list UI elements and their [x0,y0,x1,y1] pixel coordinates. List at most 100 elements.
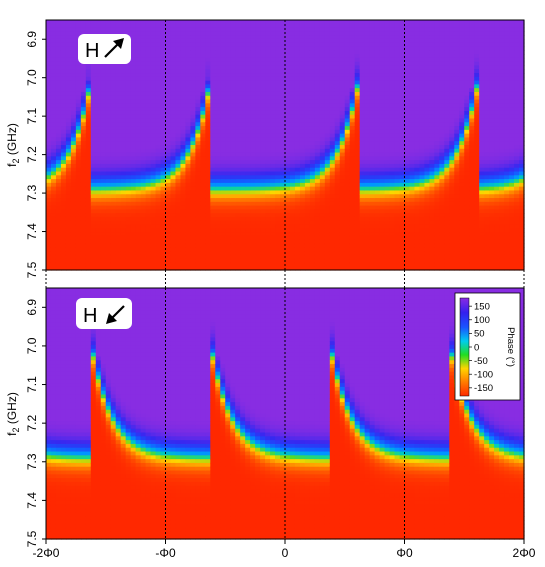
heatmap-cell [334,243,341,248]
heatmap-cell [369,91,376,97]
heatmap-cell [55,201,62,207]
heatmap-cell [150,213,157,218]
heatmap-cell [404,254,411,260]
heatmap-cell [359,228,366,233]
heatmap-cell [260,201,266,207]
heatmap-cell [170,156,177,161]
heatmap-cell [50,122,57,127]
heatmap-cell [170,141,177,146]
heatmap-cell [240,73,246,78]
heatmap-cell [120,20,127,25]
heatmap-cell [180,167,187,173]
heatmap-cell [210,103,216,108]
heatmap-cell [220,80,226,85]
heatmap-cell [150,175,157,180]
heatmap-cell [314,129,321,135]
heatmap-cell [55,175,62,180]
heatmap-cell [255,23,261,29]
heatmap-cell [65,239,72,245]
heatmap-cell [384,38,391,44]
heatmap-cell [339,38,346,44]
heatmap-cell [240,54,246,59]
heatmap-cell [280,179,286,184]
heatmap-cell [75,91,82,97]
heatmap-cell [389,95,396,101]
heatmap-cell [125,118,132,123]
heatmap-cell [185,254,191,260]
heatmap-cell [349,247,356,252]
heatmap-cell [90,126,97,131]
heatmap-cell [389,69,396,74]
heatmap-cell [404,145,411,150]
heatmap-cell [384,65,391,70]
heatmap-cell [354,190,361,195]
heatmap-cell [309,198,316,203]
heatmap-cell [215,194,221,199]
heatmap-cell [319,209,326,214]
heatmap-cell [359,110,366,116]
heatmap-cell [369,186,376,192]
heatmap-cell [100,198,107,203]
heatmap-cell [200,205,206,210]
heatmap-cell [260,160,266,165]
heatmap-cell [46,198,52,203]
heatmap-cell [60,38,67,44]
heatmap-cell [374,88,381,93]
heatmap-cell [344,175,351,180]
heatmap-cell [399,91,406,97]
heatmap-cell [354,27,361,32]
heatmap-cell [374,190,381,195]
heatmap-cell [314,54,321,59]
heatmap-cell [155,91,162,97]
heatmap-cell [210,137,216,142]
heatmap-cell [280,224,286,229]
heatmap-cell [235,38,241,44]
heatmap-cell [200,46,206,51]
heatmap-cell [344,137,351,142]
heatmap-cell [55,254,62,260]
heatmap-cell [130,251,137,256]
heatmap-cell [150,42,157,48]
heatmap-cell [140,148,147,154]
heatmap-cell [175,91,182,97]
heatmap-cell [349,133,356,139]
heatmap-cell [309,137,316,142]
heatmap-cell [314,243,321,248]
heatmap-cell [65,232,72,237]
heatmap-cell [399,76,406,82]
heatmap-cell [344,42,351,48]
heatmap-cell [319,20,326,25]
heatmap-cell [299,133,306,139]
heatmap-cell [379,73,386,78]
heatmap-cell [399,20,406,25]
heatmap-cell [170,243,177,248]
heatmap-cell [329,73,336,78]
heatmap-cell [240,69,246,74]
heatmap-cell [110,160,117,165]
heatmap-cell [270,175,276,180]
heatmap-cell [389,190,396,195]
heatmap-cell [46,103,52,108]
heatmap-cell [75,179,82,184]
heatmap-cell [314,175,321,180]
heatmap-cell [359,163,366,169]
heatmap-cell [140,198,147,203]
heatmap-cell [419,42,426,48]
heatmap-cell [309,42,316,48]
heatmap-cell [190,175,196,180]
heatmap-cell [409,239,416,245]
heatmap-cell [344,31,351,36]
heatmap-cell [180,175,187,180]
heatmap-cell [245,46,251,51]
heatmap-cell [230,61,236,67]
heatmap-cell [175,163,182,169]
heatmap-cell [215,103,221,108]
heatmap-cell [230,228,236,233]
heatmap-cell [130,133,137,139]
heatmap-cell [150,122,157,127]
heatmap-cell [299,35,306,40]
heatmap-cell [220,213,226,218]
heatmap-cell [245,152,251,157]
heatmap-cell [195,50,201,55]
heatmap-cell [60,46,67,51]
